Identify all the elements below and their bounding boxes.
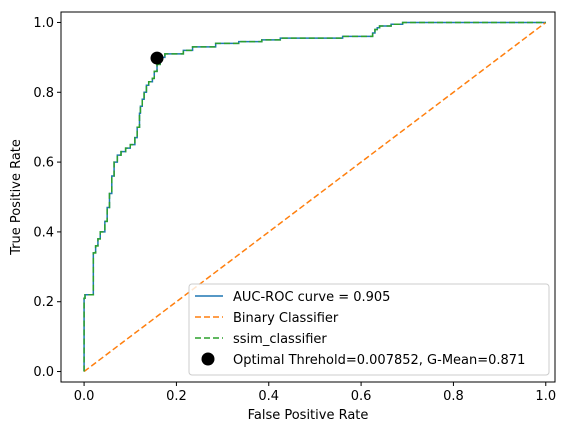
x-axis-ticks: 0.0 0.2 0.4 0.6 0.8 1.0 (74, 382, 556, 404)
y-tick-label: 0.2 (33, 295, 54, 310)
optimal-threshold-point (150, 51, 164, 65)
binary-classifier-line (83, 21, 547, 373)
legend-label-ssim: ssim_classifier (233, 332, 327, 347)
legend-label-optimal: Optimal Threhold=0.007852, G-Mean=0.871 (233, 353, 525, 368)
x-tick-label: 0.0 (74, 389, 95, 404)
x-tick-label: 0.4 (258, 389, 279, 404)
y-tick-label: 0.6 (33, 156, 54, 171)
y-tick-label: 0.4 (33, 225, 54, 240)
x-tick-label: 1.0 (535, 389, 556, 404)
y-axis-label: True Positive Rate (9, 139, 24, 256)
legend-label-binary: Binary Classifier (233, 311, 339, 326)
ssim-classifier-line (83, 21, 546, 372)
y-tick-label: 0.0 (33, 365, 54, 380)
optimal-point-layer (150, 51, 164, 65)
series-layer (83, 21, 547, 373)
legend-box (188, 283, 550, 376)
legend-label-auc: AUC-ROC curve = 0.905 (233, 290, 390, 305)
legend-marker-optimal (201, 352, 215, 366)
plot-frame (60, 11, 556, 383)
y-tick-label: 0.8 (33, 86, 54, 101)
x-tick-label: 0.6 (351, 389, 372, 404)
x-axis-label: False Positive Rate (248, 408, 369, 423)
y-tick-label: 1.0 (33, 16, 54, 31)
y-axis-ticks: 0.0 0.2 0.4 0.6 0.8 1.0 (33, 16, 61, 380)
x-tick-label: 0.8 (443, 389, 464, 404)
x-tick-label: 0.2 (166, 389, 187, 404)
legend: AUC-ROC curve = 0.905 Binary Classifier … (188, 283, 550, 376)
